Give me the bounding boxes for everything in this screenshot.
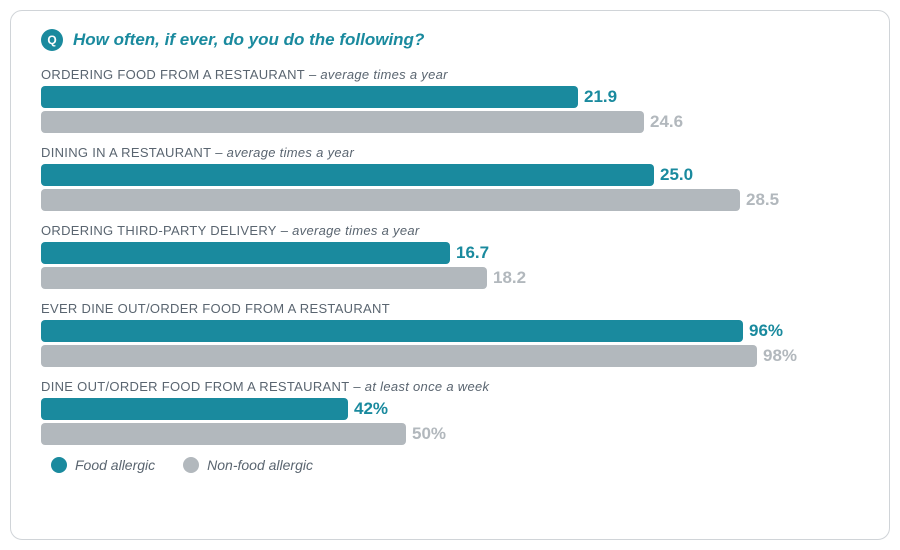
group-label-sub: – average times a year — [305, 67, 448, 82]
group-label: ORDERING FOOD FROM A RESTAURANT – averag… — [41, 67, 859, 82]
bar — [41, 86, 578, 108]
legend-swatch-icon — [183, 457, 199, 473]
bar-groups: ORDERING FOOD FROM A RESTAURANT – averag… — [41, 67, 859, 445]
chart-header: Q How often, if ever, do you do the foll… — [41, 29, 859, 51]
bar-value: 28.5 — [746, 190, 779, 210]
legend-item: Non-food allergic — [183, 457, 313, 473]
question-badge-icon: Q — [41, 29, 63, 51]
bar — [41, 423, 406, 445]
legend-swatch-icon — [51, 457, 67, 473]
group-label-sub: – at least once a week — [349, 379, 489, 394]
group-label-sub: – average times a year — [211, 145, 354, 160]
bar — [41, 345, 757, 367]
bar-group: DINE OUT/ORDER FOOD FROM A RESTAURANT – … — [41, 379, 859, 445]
bar-row: 98% — [41, 345, 859, 367]
bar-row: 16.7 — [41, 242, 859, 264]
bar-group: ORDERING THIRD-PARTY DELIVERY – average … — [41, 223, 859, 289]
bar-row: 42% — [41, 398, 859, 420]
bar-row: 28.5 — [41, 189, 859, 211]
bar-row: 50% — [41, 423, 859, 445]
legend: Food allergic Non-food allergic — [41, 457, 859, 473]
bar — [41, 111, 644, 133]
bar — [41, 267, 487, 289]
group-label: ORDERING THIRD-PARTY DELIVERY – average … — [41, 223, 859, 238]
bar-value: 24.6 — [650, 112, 683, 132]
bar-group: ORDERING FOOD FROM A RESTAURANT – averag… — [41, 67, 859, 133]
group-label-main: DINING IN A RESTAURANT — [41, 145, 211, 160]
bar-value: 16.7 — [456, 243, 489, 263]
chart-card: Q How often, if ever, do you do the foll… — [10, 10, 890, 540]
legend-label: Non-food allergic — [207, 457, 313, 473]
bar-value: 18.2 — [493, 268, 526, 288]
group-label-main: ORDERING THIRD-PARTY DELIVERY — [41, 223, 277, 238]
bar-row: 25.0 — [41, 164, 859, 186]
group-label-main: EVER DINE OUT/ORDER FOOD FROM A RESTAURA… — [41, 301, 390, 316]
bar-row: 24.6 — [41, 111, 859, 133]
bar-value: 21.9 — [584, 87, 617, 107]
bar — [41, 398, 348, 420]
bar-group: EVER DINE OUT/ORDER FOOD FROM A RESTAURA… — [41, 301, 859, 367]
group-label: DINING IN A RESTAURANT – average times a… — [41, 145, 859, 160]
group-label: EVER DINE OUT/ORDER FOOD FROM A RESTAURA… — [41, 301, 859, 316]
bar-row: 96% — [41, 320, 859, 342]
bar-group: DINING IN A RESTAURANT – average times a… — [41, 145, 859, 211]
bar-row: 18.2 — [41, 267, 859, 289]
bar — [41, 189, 740, 211]
legend-item: Food allergic — [51, 457, 155, 473]
group-label-main: ORDERING FOOD FROM A RESTAURANT — [41, 67, 305, 82]
chart-title: How often, if ever, do you do the follow… — [73, 30, 424, 50]
legend-label: Food allergic — [75, 457, 155, 473]
bar-row: 21.9 — [41, 86, 859, 108]
bar-value: 96% — [749, 321, 783, 341]
bar-value: 25.0 — [660, 165, 693, 185]
bar — [41, 320, 743, 342]
bar-value: 50% — [412, 424, 446, 444]
group-label-sub: – average times a year — [277, 223, 420, 238]
bar-value: 42% — [354, 399, 388, 419]
group-label: DINE OUT/ORDER FOOD FROM A RESTAURANT – … — [41, 379, 859, 394]
bar-value: 98% — [763, 346, 797, 366]
group-label-main: DINE OUT/ORDER FOOD FROM A RESTAURANT — [41, 379, 349, 394]
bar — [41, 164, 654, 186]
bar — [41, 242, 450, 264]
